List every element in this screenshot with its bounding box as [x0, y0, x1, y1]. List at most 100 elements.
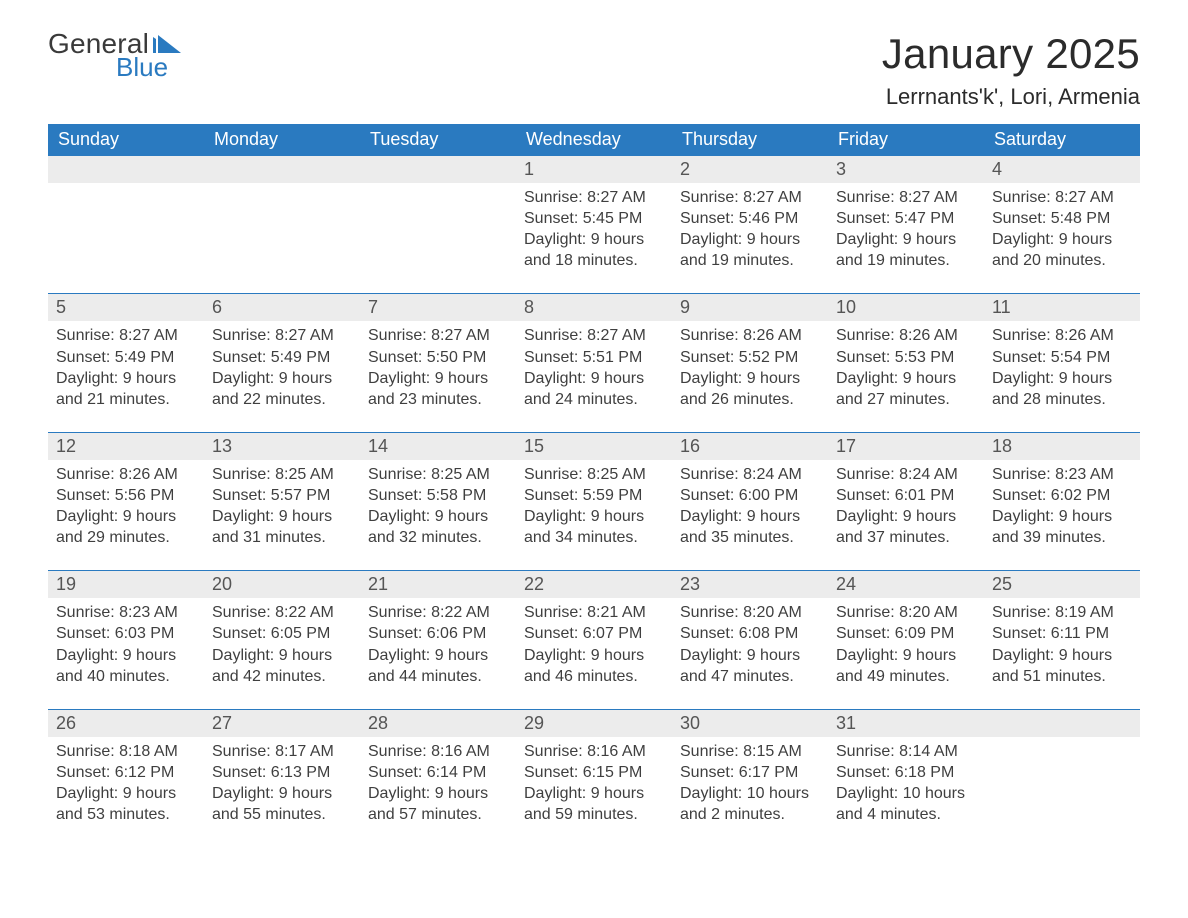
day-number: 31 — [828, 709, 984, 737]
day-number: 25 — [984, 571, 1140, 599]
day-detail: Sunrise: 8:18 AMSunset: 6:12 PMDaylight:… — [48, 737, 204, 847]
day-number: 15 — [516, 432, 672, 460]
day-detail: Sunrise: 8:26 AMSunset: 5:56 PMDaylight:… — [48, 460, 204, 571]
sunset-text: Sunset: 6:00 PM — [680, 485, 820, 506]
sunrise-text: Sunrise: 8:25 AM — [368, 464, 508, 485]
sunrise-text: Sunrise: 8:25 AM — [524, 464, 664, 485]
sunrise-text: Sunrise: 8:19 AM — [992, 602, 1132, 623]
daylight-text-line2: and 39 minutes. — [992, 527, 1132, 548]
weekday-header: Saturday — [984, 124, 1140, 156]
sunset-text: Sunset: 6:12 PM — [56, 762, 196, 783]
sunrise-text: Sunrise: 8:27 AM — [56, 325, 196, 346]
day-detail: Sunrise: 8:22 AMSunset: 6:05 PMDaylight:… — [204, 598, 360, 709]
weekday-header: Tuesday — [360, 124, 516, 156]
daylight-text-line1: Daylight: 9 hours — [56, 368, 196, 389]
day-detail: Sunrise: 8:27 AMSunset: 5:49 PMDaylight:… — [204, 321, 360, 432]
sunrise-text: Sunrise: 8:18 AM — [56, 741, 196, 762]
daylight-text-line2: and 27 minutes. — [836, 389, 976, 410]
sunset-text: Sunset: 5:57 PM — [212, 485, 352, 506]
day-number-row: 19202122232425 — [48, 571, 1140, 599]
daylight-text-line1: Daylight: 9 hours — [680, 645, 820, 666]
daylight-text-line1: Daylight: 9 hours — [212, 645, 352, 666]
day-number: 5 — [48, 294, 204, 322]
day-number: 27 — [204, 709, 360, 737]
weekday-header: Monday — [204, 124, 360, 156]
daylight-text-line1: Daylight: 9 hours — [212, 506, 352, 527]
day-number: 21 — [360, 571, 516, 599]
day-detail: Sunrise: 8:25 AMSunset: 5:57 PMDaylight:… — [204, 460, 360, 571]
sunset-text: Sunset: 6:13 PM — [212, 762, 352, 783]
sunset-text: Sunset: 6:17 PM — [680, 762, 820, 783]
sunset-text: Sunset: 5:59 PM — [524, 485, 664, 506]
topbar: General Blue January 2025 Lerrnants'k', … — [48, 30, 1140, 110]
sunset-text: Sunset: 6:09 PM — [836, 623, 976, 644]
day-number: 2 — [672, 156, 828, 183]
daylight-text-line1: Daylight: 9 hours — [368, 645, 508, 666]
empty-day-number — [48, 156, 204, 183]
day-detail: Sunrise: 8:17 AMSunset: 6:13 PMDaylight:… — [204, 737, 360, 847]
day-number: 13 — [204, 432, 360, 460]
day-number: 4 — [984, 156, 1140, 183]
sunrise-text: Sunrise: 8:17 AM — [212, 741, 352, 762]
daylight-text-line2: and 40 minutes. — [56, 666, 196, 687]
daylight-text-line1: Daylight: 9 hours — [524, 229, 664, 250]
sunrise-text: Sunrise: 8:15 AM — [680, 741, 820, 762]
daylight-text-line2: and 37 minutes. — [836, 527, 976, 548]
sunrise-text: Sunrise: 8:27 AM — [524, 187, 664, 208]
sunset-text: Sunset: 5:49 PM — [212, 347, 352, 368]
daylight-text-line2: and 29 minutes. — [56, 527, 196, 548]
sunset-text: Sunset: 5:56 PM — [56, 485, 196, 506]
day-number: 11 — [984, 294, 1140, 322]
day-detail: Sunrise: 8:25 AMSunset: 5:58 PMDaylight:… — [360, 460, 516, 571]
day-number: 9 — [672, 294, 828, 322]
sunset-text: Sunset: 5:49 PM — [56, 347, 196, 368]
weekday-header: Thursday — [672, 124, 828, 156]
sunset-text: Sunset: 5:54 PM — [992, 347, 1132, 368]
daylight-text-line2: and 49 minutes. — [836, 666, 976, 687]
daylight-text-line2: and 26 minutes. — [680, 389, 820, 410]
daylight-text-line1: Daylight: 9 hours — [680, 506, 820, 527]
day-detail-row: Sunrise: 8:27 AMSunset: 5:45 PMDaylight:… — [48, 183, 1140, 294]
weekday-header: Wednesday — [516, 124, 672, 156]
day-detail: Sunrise: 8:27 AMSunset: 5:45 PMDaylight:… — [516, 183, 672, 294]
day-detail: Sunrise: 8:20 AMSunset: 6:08 PMDaylight:… — [672, 598, 828, 709]
day-detail-row: Sunrise: 8:27 AMSunset: 5:49 PMDaylight:… — [48, 321, 1140, 432]
daylight-text-line2: and 28 minutes. — [992, 389, 1132, 410]
sunset-text: Sunset: 6:01 PM — [836, 485, 976, 506]
weekday-header: Friday — [828, 124, 984, 156]
daylight-text-line1: Daylight: 9 hours — [212, 783, 352, 804]
daylight-text-line1: Daylight: 9 hours — [992, 506, 1132, 527]
daylight-text-line1: Daylight: 9 hours — [836, 645, 976, 666]
day-detail: Sunrise: 8:16 AMSunset: 6:14 PMDaylight:… — [360, 737, 516, 847]
day-detail: Sunrise: 8:26 AMSunset: 5:52 PMDaylight:… — [672, 321, 828, 432]
day-number-row: 262728293031 — [48, 709, 1140, 737]
sunset-text: Sunset: 6:15 PM — [524, 762, 664, 783]
day-number: 20 — [204, 571, 360, 599]
sunrise-text: Sunrise: 8:26 AM — [680, 325, 820, 346]
day-number: 28 — [360, 709, 516, 737]
daylight-text-line2: and 24 minutes. — [524, 389, 664, 410]
daylight-text-line1: Daylight: 9 hours — [836, 368, 976, 389]
sunset-text: Sunset: 5:58 PM — [368, 485, 508, 506]
sunset-text: Sunset: 6:18 PM — [836, 762, 976, 783]
sunrise-text: Sunrise: 8:20 AM — [836, 602, 976, 623]
sunrise-text: Sunrise: 8:21 AM — [524, 602, 664, 623]
day-number: 10 — [828, 294, 984, 322]
sunset-text: Sunset: 6:03 PM — [56, 623, 196, 644]
daylight-text-line1: Daylight: 10 hours — [836, 783, 976, 804]
brand-word2: Blue — [116, 54, 181, 80]
month-title: January 2025 — [882, 30, 1140, 78]
day-number: 26 — [48, 709, 204, 737]
daylight-text-line2: and 31 minutes. — [212, 527, 352, 548]
sunrise-text: Sunrise: 8:24 AM — [680, 464, 820, 485]
day-detail: Sunrise: 8:21 AMSunset: 6:07 PMDaylight:… — [516, 598, 672, 709]
daylight-text-line2: and 20 minutes. — [992, 250, 1132, 271]
daylight-text-line1: Daylight: 9 hours — [524, 645, 664, 666]
sunset-text: Sunset: 5:45 PM — [524, 208, 664, 229]
daylight-text-line2: and 59 minutes. — [524, 804, 664, 825]
empty-day-number — [360, 156, 516, 183]
sunset-text: Sunset: 6:14 PM — [368, 762, 508, 783]
sunset-text: Sunset: 5:46 PM — [680, 208, 820, 229]
sunrise-text: Sunrise: 8:27 AM — [836, 187, 976, 208]
daylight-text-line1: Daylight: 9 hours — [524, 783, 664, 804]
